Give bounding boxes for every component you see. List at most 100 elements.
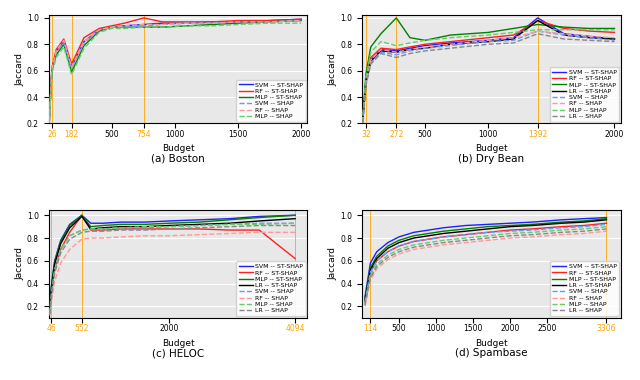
RF -- ST-SHAP xyxy=(52,47,60,52)
MLP -- ST-SHAP xyxy=(447,33,454,37)
SVM -- SHAP xyxy=(367,270,374,274)
RF -- SHAP xyxy=(165,233,173,238)
RF -- SHAP xyxy=(141,233,148,238)
RF -- ST-SHAP xyxy=(395,244,403,248)
RF -- ST-SHAP xyxy=(362,76,370,81)
RF -- SHAP xyxy=(361,304,369,309)
SVM -- SHAP xyxy=(534,29,541,33)
RF -- ST-SHAP xyxy=(117,226,125,231)
RF -- ST-SHAP xyxy=(425,237,433,241)
MLP -- ST-SHAP xyxy=(484,224,492,229)
MLP -- SHAP xyxy=(373,262,381,266)
SVM -- SHAP xyxy=(362,82,370,86)
SVM -- ST-SHAP xyxy=(580,216,588,221)
RF -- ST-SHAP xyxy=(373,258,381,263)
MLP -- ST-SHAP xyxy=(80,43,88,48)
RF -- SHAP xyxy=(506,236,514,240)
RF -- ST-SHAP xyxy=(580,223,588,228)
LR -- SHAP xyxy=(47,295,55,299)
LR -- ST-SHAP xyxy=(603,217,611,222)
Y-axis label: Jaccard: Jaccard xyxy=(328,53,337,86)
MLP -- SHAP xyxy=(87,226,95,231)
LR -- ST-SHAP xyxy=(361,298,369,303)
LR -- SHAP xyxy=(447,46,454,51)
SVM -- SHAP xyxy=(425,237,433,241)
MLP -- SHAP xyxy=(266,21,273,25)
MLP -- ST-SHAP xyxy=(384,244,392,248)
Line: LR -- ST-SHAP: LR -- ST-SHAP xyxy=(365,220,607,301)
RF -- ST-SHAP xyxy=(225,228,233,232)
LR -- SHAP xyxy=(558,230,566,234)
LR -- ST-SHAP xyxy=(558,221,566,225)
Line: MLP -- SHAP: MLP -- SHAP xyxy=(363,30,614,122)
MLP -- ST-SHAP xyxy=(108,25,116,29)
SVM -- SHAP xyxy=(359,120,367,124)
SVM -- ST-SHAP xyxy=(266,18,273,23)
MLP -- SHAP xyxy=(361,302,369,306)
SVM -- SHAP xyxy=(580,224,588,229)
Line: SVM -- SHAP: SVM -- SHAP xyxy=(49,21,301,122)
RF -- SHAP xyxy=(484,238,492,242)
SVM -- ST-SHAP xyxy=(528,220,536,224)
MLP -- SHAP xyxy=(120,26,128,31)
X-axis label: Budget: Budget xyxy=(162,144,195,153)
RF -- ST-SHAP xyxy=(195,226,203,231)
MLP -- ST-SHAP xyxy=(184,24,191,28)
MLP -- SHAP xyxy=(47,293,55,297)
SVM -- SHAP xyxy=(108,25,116,29)
RF -- ST-SHAP xyxy=(410,239,417,244)
RF -- ST-SHAP xyxy=(361,299,369,304)
SVM -- ST-SHAP xyxy=(484,222,492,226)
RF -- ST-SHAP xyxy=(603,221,611,225)
MLP -- SHAP xyxy=(558,228,566,232)
LR -- SHAP xyxy=(410,245,417,249)
LR -- SHAP xyxy=(384,255,392,260)
LR -- SHAP xyxy=(534,32,541,36)
RF -- SHAP xyxy=(298,18,305,23)
RF -- ST-SHAP xyxy=(51,268,58,272)
MLP -- SHAP xyxy=(603,224,611,229)
RF -- SHAP xyxy=(560,32,568,36)
RF -- ST-SHAP xyxy=(484,35,492,40)
MLP -- ST-SHAP xyxy=(234,21,242,25)
Line: MLP -- ST-SHAP: MLP -- ST-SHAP xyxy=(50,215,295,310)
RF -- ST-SHAP xyxy=(611,30,618,35)
RF -- SHAP xyxy=(108,25,116,29)
RF -- SHAP xyxy=(60,38,68,43)
RF -- ST-SHAP xyxy=(159,20,166,24)
LR -- ST-SHAP xyxy=(255,218,263,223)
Text: (c) HELOC: (c) HELOC xyxy=(152,348,204,358)
RF -- SHAP xyxy=(68,65,76,69)
LR -- SHAP xyxy=(506,233,514,238)
LR -- ST-SHAP xyxy=(506,224,514,229)
MLP -- ST-SHAP xyxy=(298,18,305,23)
SVM -- ST-SHAP xyxy=(46,306,54,311)
MLP -- SHAP xyxy=(165,224,173,229)
SVM -- SHAP xyxy=(80,41,88,45)
MLP -- SHAP xyxy=(586,27,593,32)
SVM -- SHAP xyxy=(461,232,469,237)
MLP -- SHAP xyxy=(140,25,148,29)
MLP -- ST-SHAP xyxy=(509,26,517,31)
SVM -- ST-SHAP xyxy=(68,65,76,69)
RF -- SHAP xyxy=(373,266,381,271)
Legend: SVM -- ST-SHAP, RF -- ST-SHAP, MLP -- ST-SHAP, LR -- ST-SHAP, SVM -- SHAP, RF --: SVM -- ST-SHAP, RF -- ST-SHAP, MLP -- ST… xyxy=(236,261,306,316)
RF -- ST-SHAP xyxy=(509,33,517,37)
LR -- SHAP xyxy=(362,83,370,87)
MLP -- ST-SHAP xyxy=(461,226,469,231)
Line: RF -- ST-SHAP: RF -- ST-SHAP xyxy=(49,18,301,119)
MLP -- ST-SHAP xyxy=(120,25,128,29)
SVM -- SHAP xyxy=(57,247,65,252)
RF -- ST-SHAP xyxy=(45,117,53,122)
Line: RF -- ST-SHAP: RF -- ST-SHAP xyxy=(363,21,614,121)
LR -- SHAP xyxy=(51,271,58,276)
SVM -- ST-SHAP xyxy=(534,16,541,20)
LR -- ST-SHAP xyxy=(367,268,374,272)
RF -- ST-SHAP xyxy=(266,18,273,23)
LR -- ST-SHAP xyxy=(78,214,86,218)
RF -- SHAP xyxy=(195,232,203,237)
MLP -- SHAP xyxy=(195,223,203,228)
MLP -- ST-SHAP xyxy=(117,222,125,226)
RF -- SHAP xyxy=(117,234,125,239)
MLP -- SHAP xyxy=(45,121,53,126)
